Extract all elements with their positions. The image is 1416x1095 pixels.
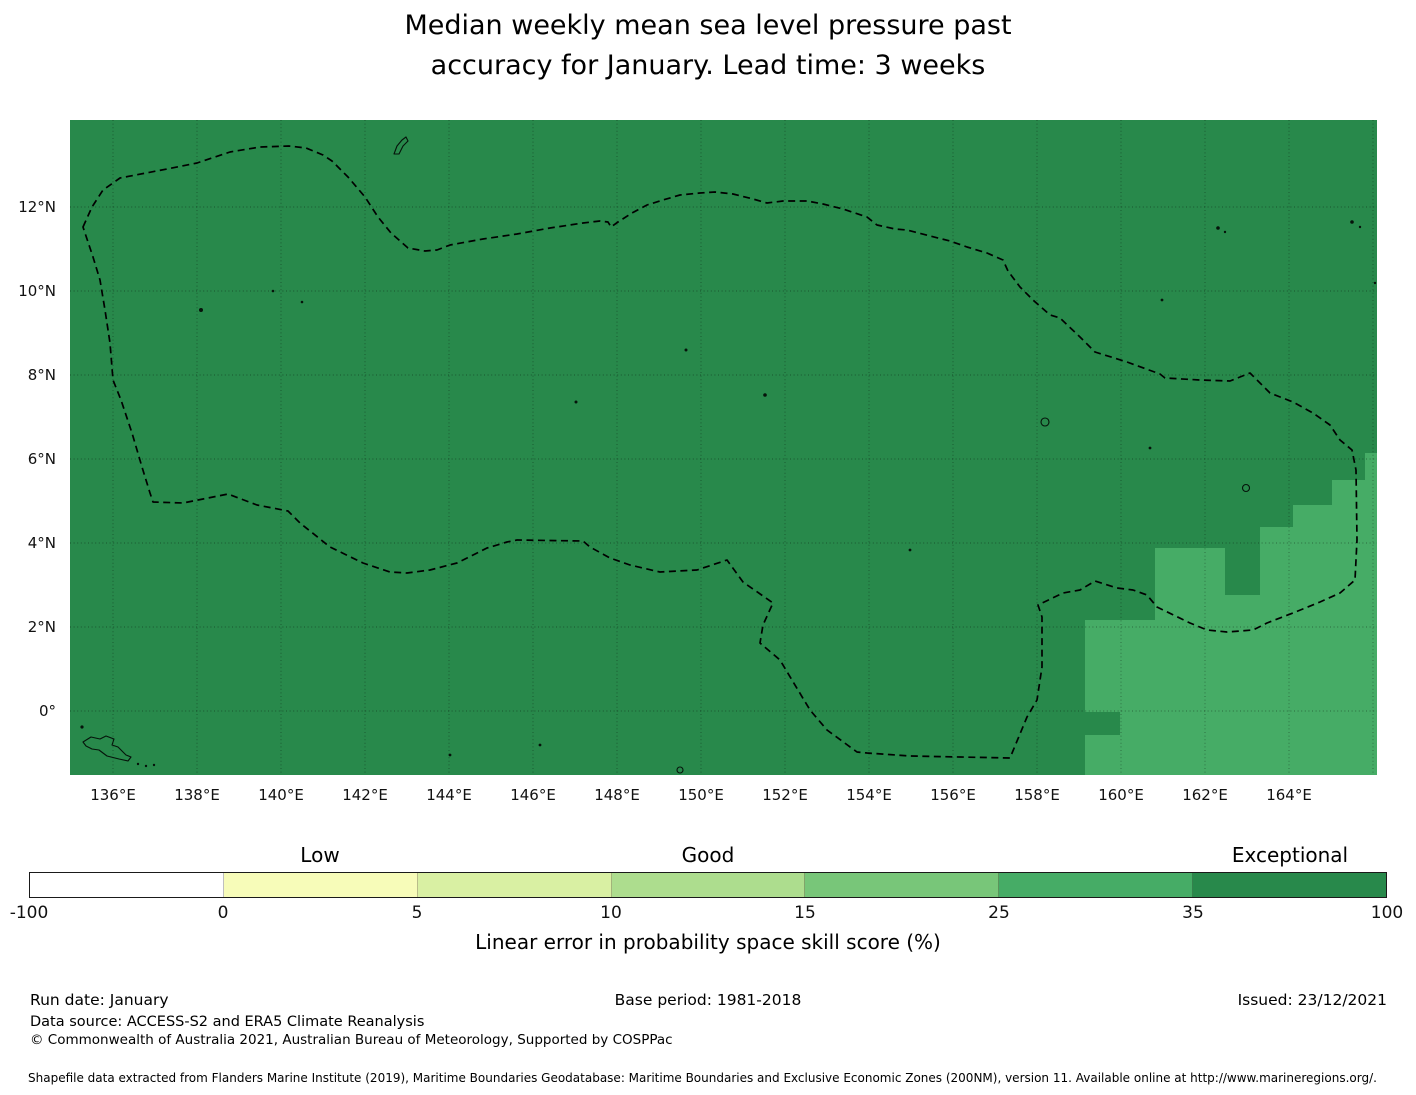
colorbar-tick-label: 15 xyxy=(794,903,816,923)
x-tick-label: 138°E xyxy=(174,786,220,804)
island-dot xyxy=(300,300,304,304)
colorbar-range-label: Low xyxy=(300,843,340,867)
island-dot xyxy=(684,348,688,352)
island-outline xyxy=(393,136,409,155)
x-tick-label: 150°E xyxy=(678,786,724,804)
y-tick-label: 6°N xyxy=(27,450,56,468)
x-tick-label: 158°E xyxy=(1014,786,1060,804)
colorbar-tick-label: 0 xyxy=(217,903,229,923)
x-tick-label: 156°E xyxy=(930,786,976,804)
x-tick-label: 162°E xyxy=(1182,786,1228,804)
colorbar-segment xyxy=(223,873,418,897)
colorbar-segment xyxy=(805,873,1000,897)
y-tick-label: 0° xyxy=(38,702,56,720)
island-dot xyxy=(574,400,578,404)
colorbar-tick-label: 25 xyxy=(988,903,1010,923)
island-dot xyxy=(1223,230,1227,234)
map-panel xyxy=(70,120,1377,775)
colorbar-range-label: Exceptional xyxy=(1231,843,1349,867)
colorbar-tick-label: 5 xyxy=(411,903,423,923)
y-tick-label: 10°N xyxy=(18,282,56,300)
y-tick-label: 4°N xyxy=(27,534,56,552)
x-tick-label: 146°E xyxy=(510,786,556,804)
y-tick-label: 8°N xyxy=(27,366,56,384)
map-fill-25-35-patch xyxy=(1225,595,1260,775)
map-fill-25-35-patch xyxy=(1260,527,1293,775)
title-line-2: accuracy for January. Lead time: 3 weeks xyxy=(430,50,986,81)
island-outline xyxy=(82,735,132,762)
island-dot xyxy=(1216,226,1220,230)
colorbar-tick-label: -100 xyxy=(9,903,49,923)
island-dot xyxy=(1160,298,1164,302)
map-fill-25-35-patch xyxy=(1155,548,1225,775)
island-dot xyxy=(1148,446,1152,450)
island-dot xyxy=(152,763,156,767)
x-tick-label: 152°E xyxy=(762,786,808,804)
x-tick-label: 140°E xyxy=(258,786,304,804)
shapefile-note: Shapefile data extracted from Flanders M… xyxy=(28,1071,1377,1085)
colorbar-segment xyxy=(611,873,806,897)
island-outline xyxy=(1040,417,1050,427)
colorbar-tick-label: 100 xyxy=(1370,903,1404,923)
run-date-text: Run date: January xyxy=(30,991,169,1009)
x-tick-label: 164°E xyxy=(1266,786,1312,804)
x-tick-label: 160°E xyxy=(1098,786,1144,804)
title-line-1: Median weekly mean sea level pressure pa… xyxy=(404,10,1012,41)
colorbar-axis-label: Linear error in probability space skill … xyxy=(475,930,941,954)
x-tick-label: 148°E xyxy=(594,786,640,804)
base-period-text: Base period: 1981-2018 xyxy=(614,991,802,1009)
map-fill-25-35-patch xyxy=(1332,480,1365,775)
island-dot xyxy=(908,548,912,552)
colorbar-segment xyxy=(999,873,1194,897)
island-dot xyxy=(199,308,203,312)
page-title: Median weekly mean sea level pressure pa… xyxy=(0,6,1416,86)
colorbar-segment xyxy=(30,873,224,897)
map-fill-dark-cell xyxy=(1085,712,1120,735)
island-dot xyxy=(136,762,140,766)
colorbar-range-label: Good xyxy=(681,843,735,867)
colorbar-tick-label: 35 xyxy=(1182,903,1204,923)
island-outline xyxy=(676,766,684,774)
x-tick-label: 136°E xyxy=(90,786,136,804)
island-dot xyxy=(448,753,452,757)
map-fill-25-35-patch xyxy=(1085,620,1155,775)
colorbar xyxy=(29,872,1387,898)
y-tick-label: 2°N xyxy=(27,618,56,636)
x-tick-label: 142°E xyxy=(342,786,388,804)
data-source-text: Data source: ACCESS-S2 and ERA5 Climate … xyxy=(30,1014,425,1030)
y-tick-label: 12°N xyxy=(18,198,56,216)
map-fill-25-35-patch xyxy=(1365,453,1377,775)
island-dot xyxy=(144,764,148,768)
colorbar-segment xyxy=(1193,873,1387,897)
colorbar-tick-label: 10 xyxy=(600,903,622,923)
island-dot xyxy=(80,725,84,729)
island-dot xyxy=(1373,281,1377,285)
copyright-text: © Commonwealth of Australia 2021, Austra… xyxy=(30,1032,673,1048)
map-fill-25-35-patch xyxy=(1293,505,1332,775)
x-tick-label: 144°E xyxy=(426,786,472,804)
x-tick-label: 154°E xyxy=(846,786,892,804)
island-dot xyxy=(1358,225,1362,229)
island-dot xyxy=(763,393,767,397)
skill-map xyxy=(70,120,1377,775)
island-dot xyxy=(271,289,275,293)
eez-boundary-dashed xyxy=(82,145,1358,759)
issued-date-text: Issued: 23/12/2021 xyxy=(1237,991,1387,1009)
island-dot xyxy=(1350,220,1354,224)
island-dot xyxy=(538,743,542,747)
island-outline xyxy=(1241,483,1251,493)
colorbar-segment xyxy=(417,873,612,897)
